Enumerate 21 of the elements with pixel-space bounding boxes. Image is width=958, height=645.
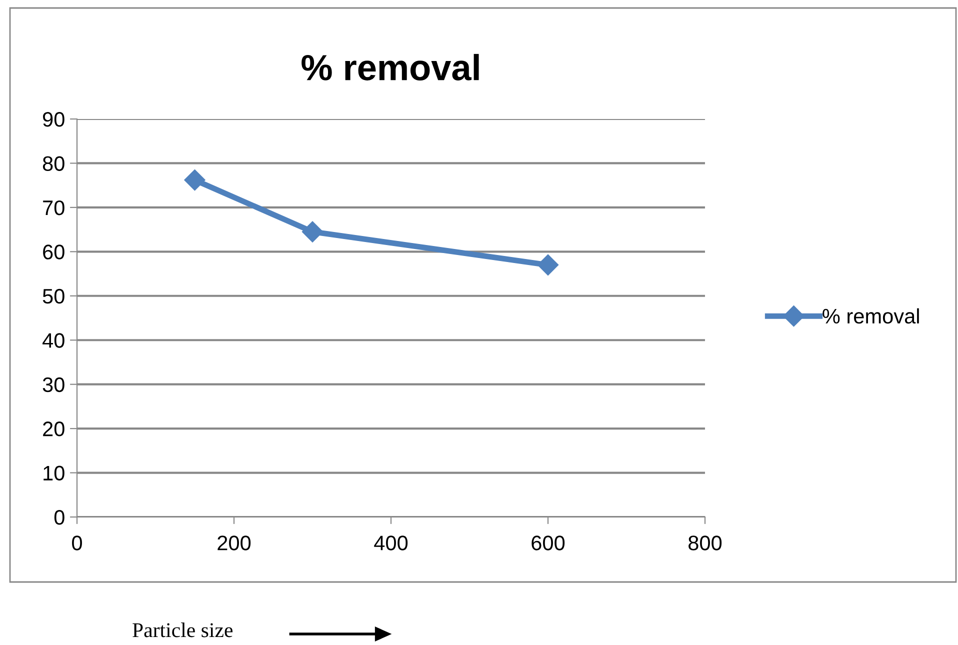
x-tick-label: 200	[218, 536, 251, 550]
y-tick-label: 60	[43, 244, 64, 260]
point	[184, 170, 206, 191]
x-tick-label: 0	[72, 536, 82, 550]
y-tick-label: 0	[54, 510, 64, 525]
y-tick-label: 90	[43, 112, 64, 127]
y-tick-label: 30	[42, 377, 64, 392]
point	[302, 221, 324, 242]
y-tick-label: 10	[44, 466, 64, 481]
point	[537, 254, 559, 276]
y-tick-label: 50	[42, 288, 64, 304]
x-tick-label: 600	[532, 536, 565, 550]
x-axis-title: Particle size	[132, 622, 233, 638]
y-tick-label: 20	[43, 422, 64, 436]
legend-label: % removal	[822, 308, 919, 324]
x-tick-label: 800	[688, 536, 722, 550]
chart-title: % removal	[302, 54, 479, 80]
y-tick-label: 40	[42, 333, 64, 348]
y-tick-label: 70	[43, 200, 64, 216]
x-tick-label: 400	[374, 536, 408, 550]
y-tick-label: 80	[42, 156, 64, 171]
